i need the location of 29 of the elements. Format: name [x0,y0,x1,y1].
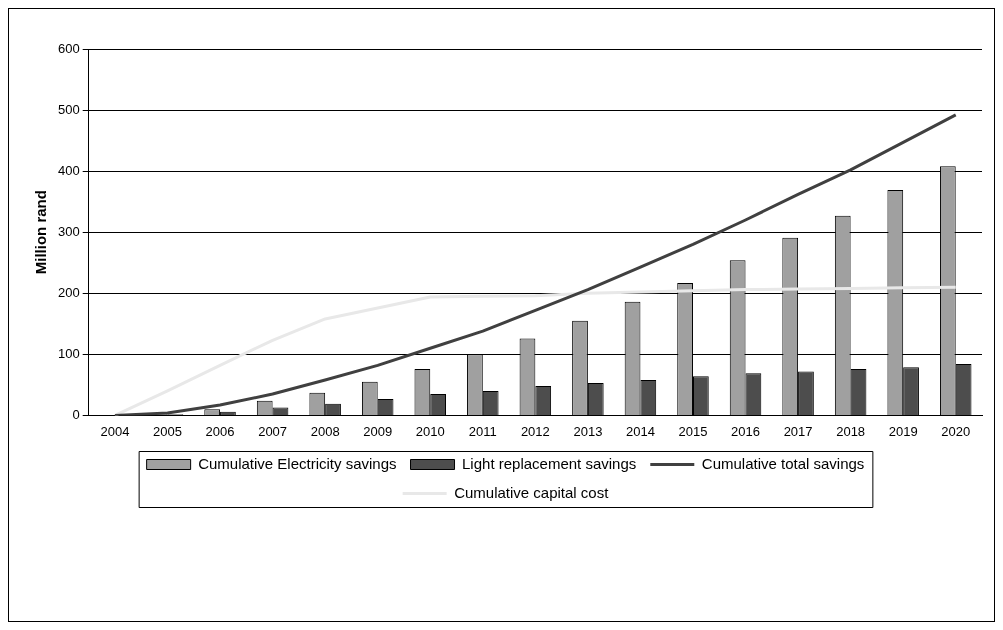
x-tick-label: 2005 [153,423,182,439]
x-tick-label: 2006 [205,423,235,439]
x-tick-label: 2017 [783,423,813,439]
legend-label: Light replacement savings [462,454,637,472]
y-tick-label: 600 [57,40,80,56]
y-tick-label: 400 [57,162,80,178]
y-tick-label: 100 [57,345,80,361]
x-tick-label: 2009 [363,423,393,439]
x-tick-label: 2014 [625,423,655,439]
legend-label: Cumulative total savings [701,454,865,472]
y-tick-label: 0 [72,406,80,422]
y-tick-label: 300 [57,223,80,239]
legend-label: Cumulative capital cost [454,483,610,501]
x-tick-label: 2018 [836,423,866,439]
y-axis-title: Million rand [32,190,50,275]
x-tick-label: 2011 [468,423,497,439]
x-tick-label: 2015 [678,423,708,439]
x-tick-label: 2013 [573,423,603,439]
x-tick-label: 2016 [731,423,760,439]
x-tick-label: 2012 [520,423,550,439]
legend-label: Cumulative Electricity savings [198,454,397,472]
x-tick-label: 2007 [258,423,288,439]
x-tick-label: 2004 [100,423,130,439]
y-tick-label: 500 [57,101,80,117]
y-tick-label: 200 [57,284,80,300]
x-tick-label: 2008 [310,423,340,439]
x-tick-label: 2020 [941,423,971,439]
x-tick-label: 2010 [415,423,445,439]
x-tick-label: 2019 [888,423,918,439]
